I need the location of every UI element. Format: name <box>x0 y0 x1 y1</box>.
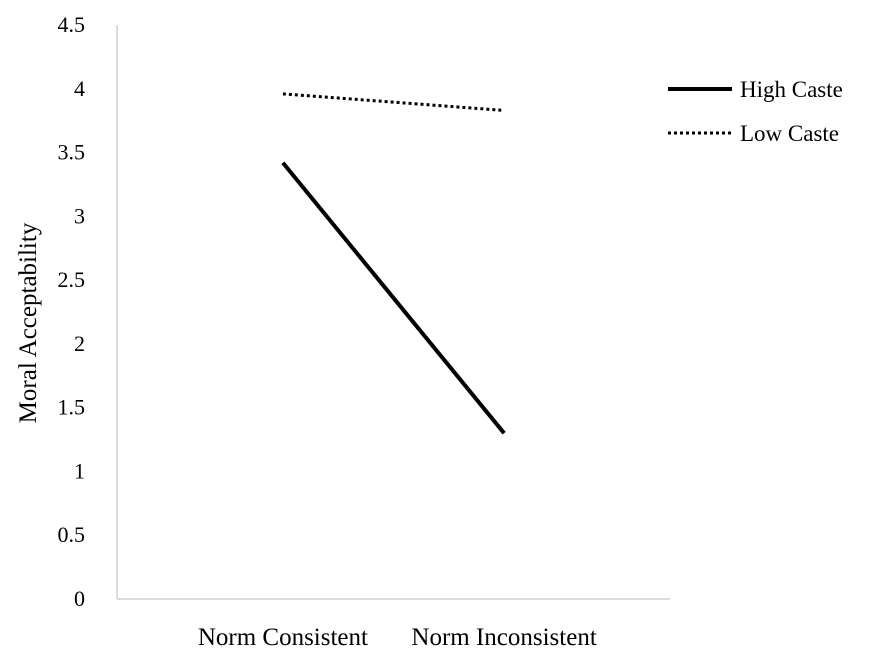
x-category-labels: Norm Consistent Norm Inconsistent <box>198 624 597 651</box>
y-tick-label: 3 <box>74 203 85 228</box>
x-category-label: Norm Inconsistent <box>411 624 596 651</box>
y-axis-label: Moral Acceptability <box>15 222 42 423</box>
legend: High Caste Low Caste <box>668 77 843 146</box>
x-category-label: Norm Consistent <box>198 624 368 651</box>
legend-label: Low Caste <box>740 121 839 146</box>
series-layer <box>281 92 506 435</box>
y-tick-label: 4.5 <box>58 12 86 37</box>
y-tick-label: 4 <box>74 76 85 101</box>
axes <box>116 25 670 600</box>
series-line-low-caste <box>282 92 505 112</box>
y-tick-label: 0 <box>74 586 85 611</box>
y-tick-label: 1.5 <box>58 395 86 420</box>
y-tick-label: 2 <box>74 331 85 356</box>
y-tick-label: 2.5 <box>58 267 86 292</box>
series-line-high-caste <box>281 161 506 435</box>
y-tick-label: 0.5 <box>58 522 86 547</box>
y-tick-label: 1 <box>74 458 85 483</box>
legend-label: High Caste <box>740 77 843 102</box>
y-tick-label: 3.5 <box>58 140 86 165</box>
y-tick-labels: 0 0.5 1 1.5 2 2.5 3 3.5 4 4.5 <box>58 12 86 611</box>
